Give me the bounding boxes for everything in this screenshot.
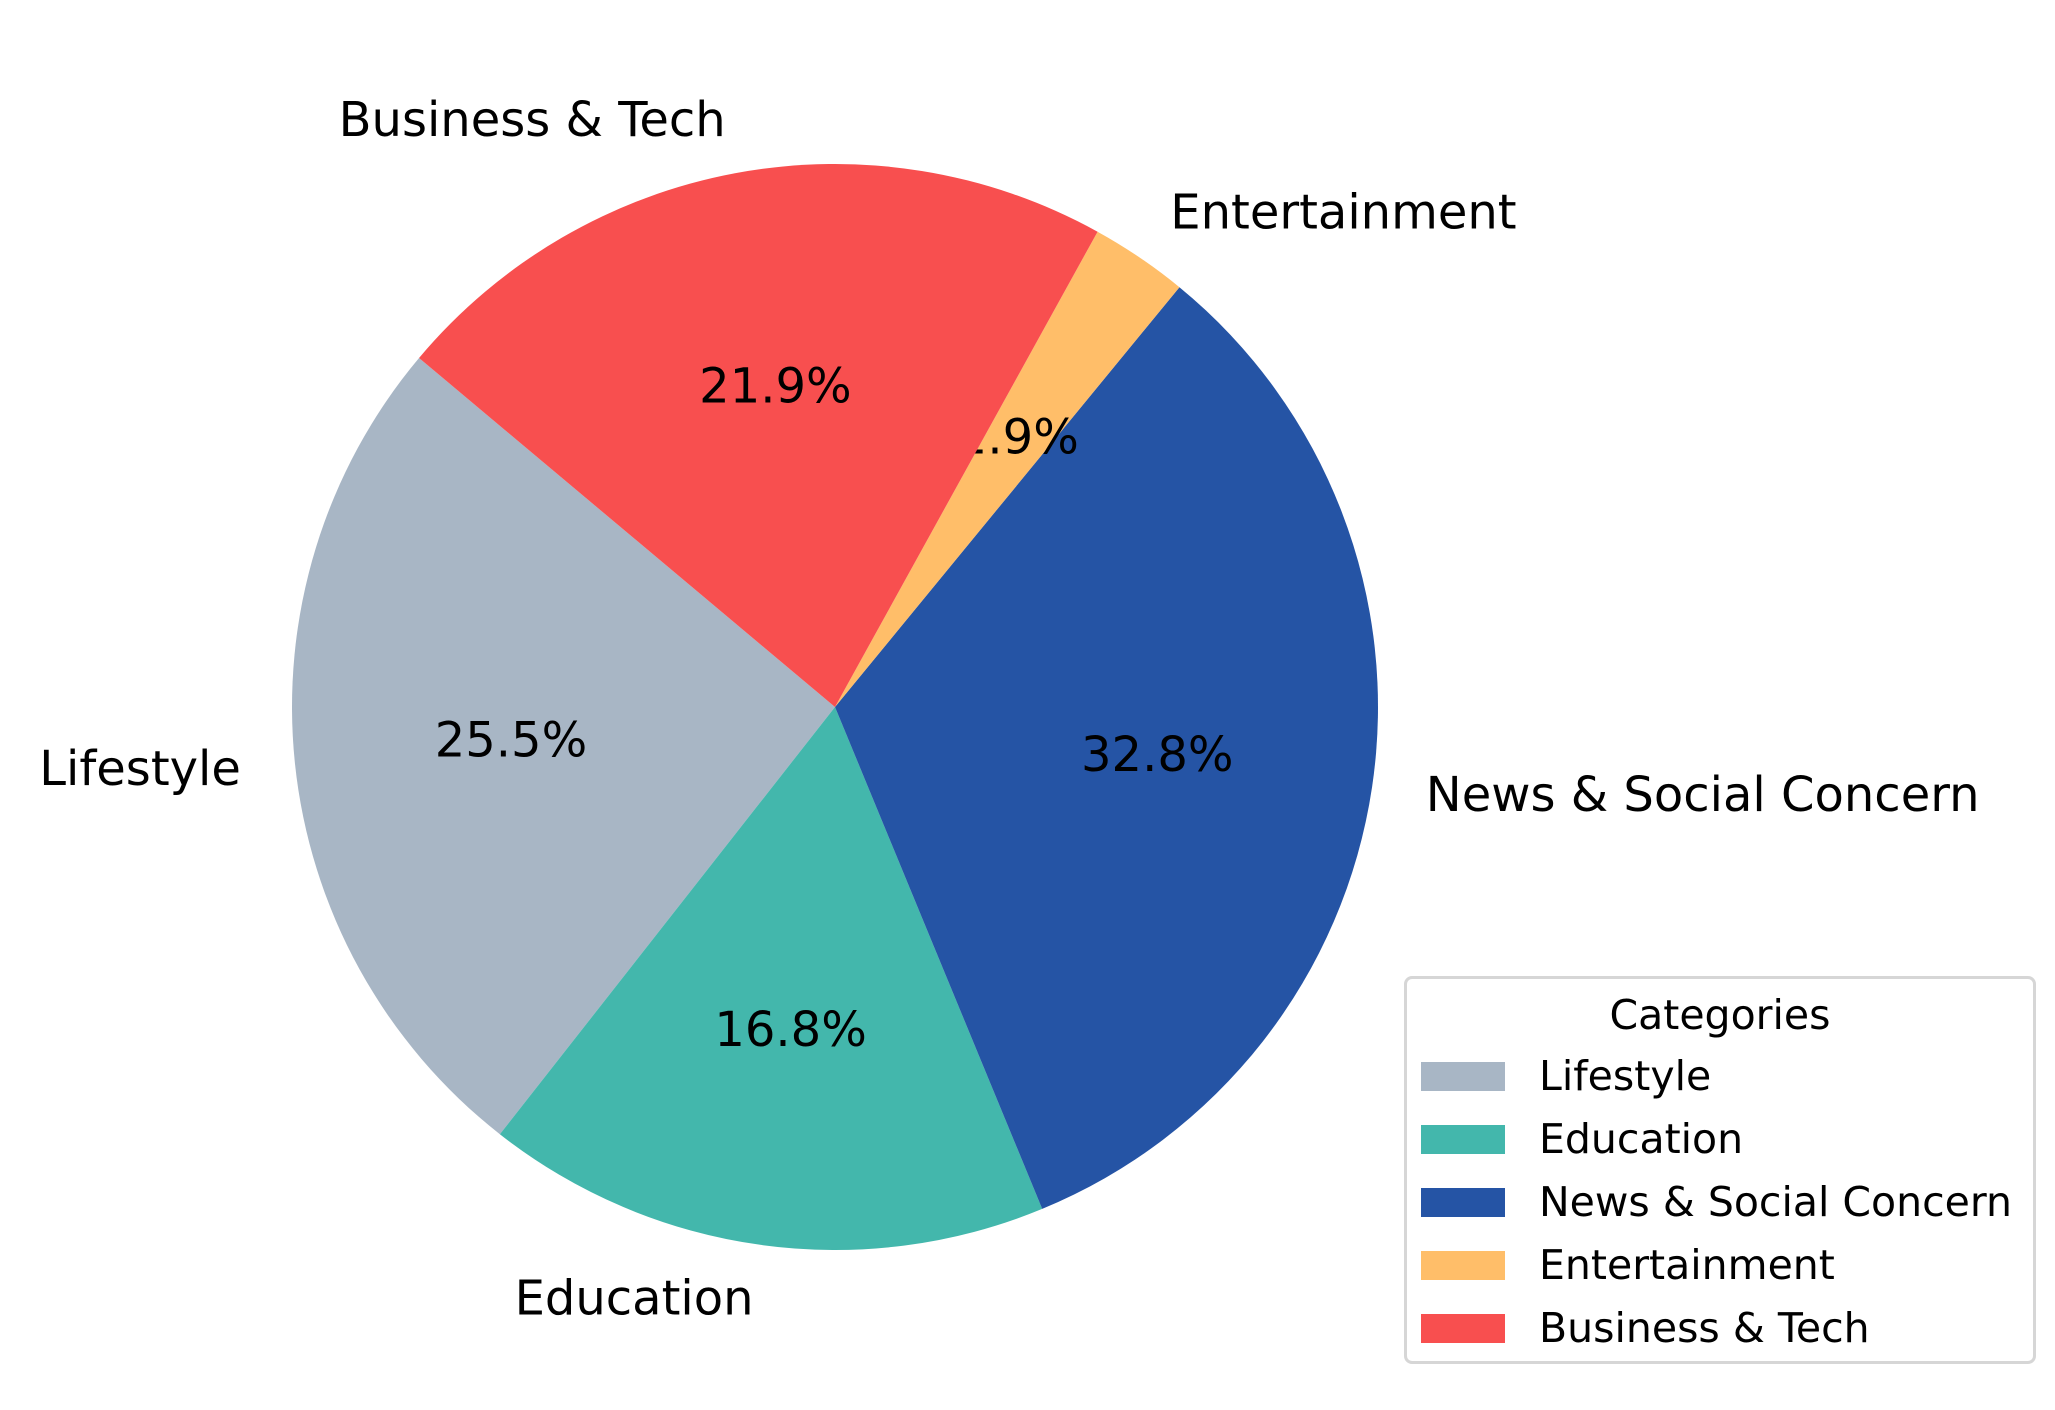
pie-slice-entertainment	[835, 231, 1180, 707]
slice-label-business-and-tech: Business & Tech	[339, 92, 726, 148]
legend-entry-lifestyle: Lifestyle	[1421, 1051, 1711, 1101]
slice-label-education: Education	[515, 1271, 754, 1327]
legend-entry-education: Education	[1421, 1114, 1743, 1164]
pie-slice-lifestyle	[291, 357, 835, 1135]
slice-label-news-and-social-concern: News & Social Concern	[1426, 767, 1980, 823]
pie-slice-business-and-tech	[419, 163, 1098, 708]
legend: Categories Lifestyle Education News & Soci…	[1404, 976, 2036, 1364]
legend-label: Entertainment	[1539, 1241, 1835, 1289]
legend-label: Education	[1539, 1115, 1744, 1163]
slice-percent-business-and-tech: 21.9%	[699, 359, 851, 415]
slice-percent-news-and-social-concern: 32.8%	[1081, 727, 1233, 783]
pie-slice-news-and-social-concern	[835, 287, 1379, 1209]
legend-label: Business & Tech	[1539, 1304, 1870, 1352]
slice-label-lifestyle: Lifestyle	[39, 741, 241, 797]
legend-swatch	[1421, 1061, 1505, 1091]
slice-percent-lifestyle: 25.5%	[435, 713, 587, 769]
pie-slice-education	[499, 707, 1043, 1250]
legend-entry-business-and-tech: Business & Tech	[1421, 1303, 1870, 1353]
legend-swatch	[1421, 1250, 1505, 1280]
legend-swatch	[1421, 1124, 1505, 1154]
slice-percent-education: 16.8%	[714, 1002, 866, 1058]
legend-entry-news-and-social-concern: News & Social Concern	[1421, 1177, 2012, 1227]
legend-swatch	[1421, 1313, 1505, 1343]
legend-entry-entertainment: Entertainment	[1421, 1240, 1835, 1290]
legend-label: Lifestyle	[1539, 1052, 1712, 1100]
legend-swatch	[1421, 1187, 1505, 1217]
slice-label-entertainment: Entertainment	[1170, 185, 1516, 241]
legend-label: News & Social Concern	[1539, 1178, 2013, 1226]
legend-title: Categories	[1609, 991, 1831, 1039]
